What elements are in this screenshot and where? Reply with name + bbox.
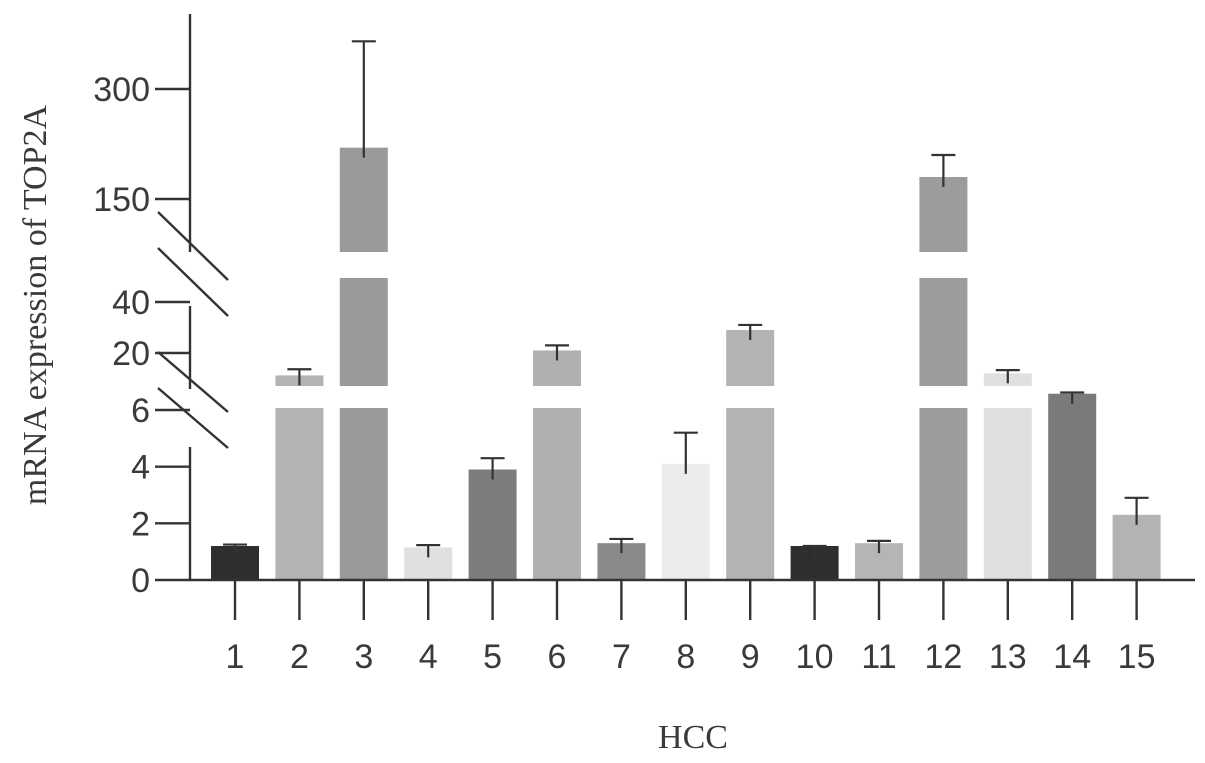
error-bar-5: [480, 457, 505, 480]
bar-8: [661, 463, 710, 580]
x-tick-label-4: 4: [419, 638, 438, 676]
x-tick-label-8: 8: [676, 638, 695, 676]
axis-break-lower: [157, 351, 229, 449]
x-tick-label-6: 6: [548, 638, 567, 676]
error-bar-12: [931, 153, 956, 187]
bar-12-break-2: [918, 252, 969, 278]
error-bar-4: [416, 544, 441, 558]
bar-9-break-1: [725, 386, 776, 408]
x-tick-label-1: 1: [226, 638, 245, 676]
error-bar-11: [867, 539, 891, 554]
bar-3: [339, 147, 388, 580]
bar-12-break-1: [918, 386, 969, 408]
y-tick-label-6: 6: [131, 392, 150, 430]
axes: [157, 14, 1195, 582]
error-bar-10: [802, 544, 827, 556]
error-bar-8: [673, 431, 698, 474]
bar-3-break-1: [338, 386, 389, 408]
y-tick-label-40: 40: [112, 284, 150, 322]
y-axis-title: mRNA expression of TOP2A: [17, 104, 54, 505]
error-bar-3: [351, 40, 376, 158]
x-tick-label-2: 2: [290, 638, 309, 676]
x-axis-title: HCC: [658, 719, 728, 756]
bar-15: [1112, 514, 1161, 580]
x-tick-label-9: 9: [741, 638, 760, 676]
y-tick-label-4: 4: [131, 449, 150, 487]
x-tick-label-13: 13: [989, 638, 1027, 676]
y-tick-label-20: 20: [112, 335, 150, 373]
bar-12: [919, 177, 968, 580]
bar-5: [468, 469, 517, 580]
y-tick-label-0: 0: [131, 562, 150, 600]
bar-6: [533, 350, 581, 580]
axis-break-upper: [157, 211, 229, 317]
x-tick-label-11: 11: [861, 638, 896, 676]
y-tick-label-150: 150: [93, 181, 150, 219]
bars: [211, 147, 1161, 580]
error-bars: [223, 40, 1149, 558]
error-bar-14: [1060, 391, 1085, 404]
x-tick-label-7: 7: [612, 638, 631, 676]
error-bar-7: [609, 537, 634, 554]
bar-2: [275, 375, 324, 580]
bar-13-break-1: [982, 386, 1033, 408]
bar-9: [726, 330, 775, 580]
error-bar-9: [738, 323, 763, 341]
error-bar-1: [223, 543, 247, 556]
x-ticks: 1 2 3 4 5 6 7 8 9 10 11 12 13 14 15: [226, 580, 1156, 676]
x-tick-label-3: 3: [354, 638, 373, 676]
error-bar-2: [287, 368, 312, 386]
x-tick-label-10: 10: [796, 638, 834, 676]
x-tick-label-14: 14: [1053, 638, 1091, 676]
y-tick-label-300: 300: [93, 71, 150, 109]
bar-6-break-1: [532, 386, 582, 408]
y-tick-label-2: 2: [131, 505, 150, 543]
bar-3-break-2: [338, 252, 389, 278]
x-tick-label-12: 12: [924, 638, 962, 676]
x-tick-label-15: 15: [1118, 638, 1156, 676]
error-bar-6: [545, 344, 569, 361]
x-tick-label-5: 5: [483, 638, 502, 676]
bar-14: [1048, 393, 1097, 580]
error-bar-13: [995, 369, 1020, 384]
bar-2-break-1: [274, 386, 325, 408]
y-ticks: 0 2 4 6 20 40 150 300: [93, 71, 190, 600]
error-bar-15: [1124, 496, 1149, 525]
